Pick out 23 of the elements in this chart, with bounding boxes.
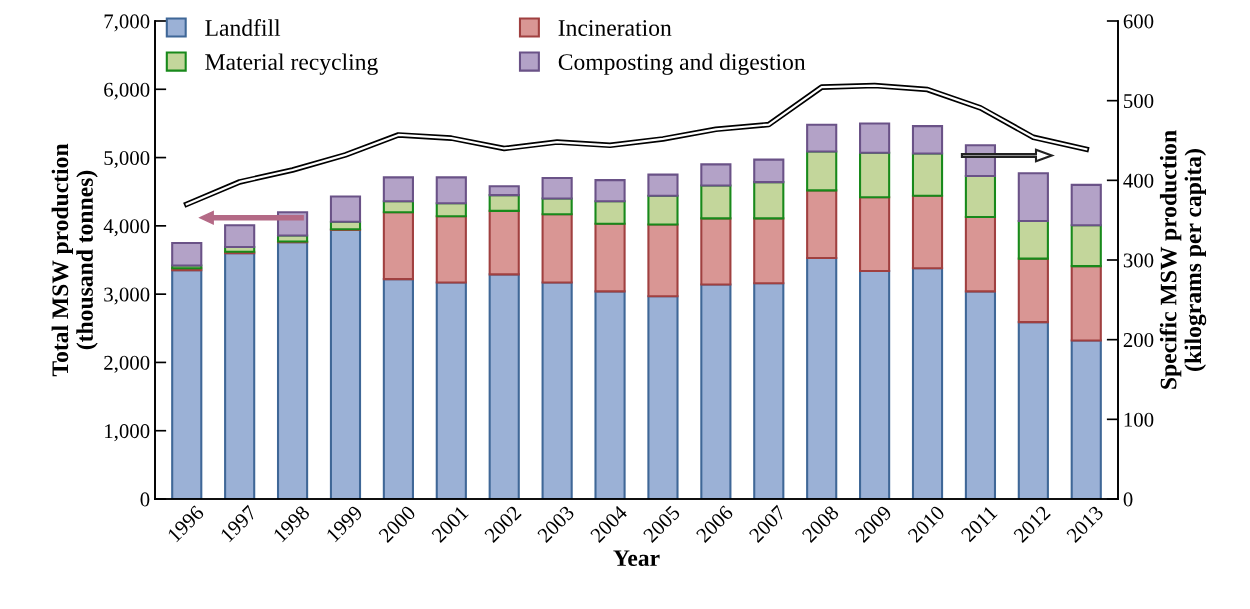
y-tick-label: 3,000 xyxy=(104,287,150,305)
y-tick-label: 7,000 xyxy=(104,14,150,32)
y2-tick-label: 100 xyxy=(1124,412,1154,427)
x-axis-title: Year xyxy=(613,550,660,567)
y-tick-label: 2,000 xyxy=(104,355,150,373)
y2-axis-title: Specific MSW production (kilograms per capita) xyxy=(1159,130,1207,389)
legend-label: Landfill xyxy=(205,19,281,36)
x-tick-label: 2011 xyxy=(960,505,998,543)
y-tick-label: 6,000 xyxy=(104,82,150,100)
y-axis-title: Total MSW production (thousand tonnes) xyxy=(51,143,98,377)
y-tick-label: 1,000 xyxy=(105,424,150,442)
y2-tick-label: 400 xyxy=(1123,173,1154,188)
y2-tick-label: 600 xyxy=(1123,14,1154,29)
y-tick-label: 4,000 xyxy=(103,219,150,237)
y-tick-label: 5,000 xyxy=(104,150,150,168)
y2-tick-label: 0 xyxy=(1123,492,1133,507)
y-tick-label: 0 xyxy=(140,492,150,507)
y2-tick-label: 500 xyxy=(1124,94,1154,109)
y2-tick-label: 300 xyxy=(1123,253,1154,268)
legend-label: Material recycling xyxy=(205,53,378,75)
y2-tick-label: 200 xyxy=(1123,333,1154,348)
legend-label: Composting and digestion xyxy=(558,53,806,75)
legend-label: Incineration xyxy=(558,20,672,36)
